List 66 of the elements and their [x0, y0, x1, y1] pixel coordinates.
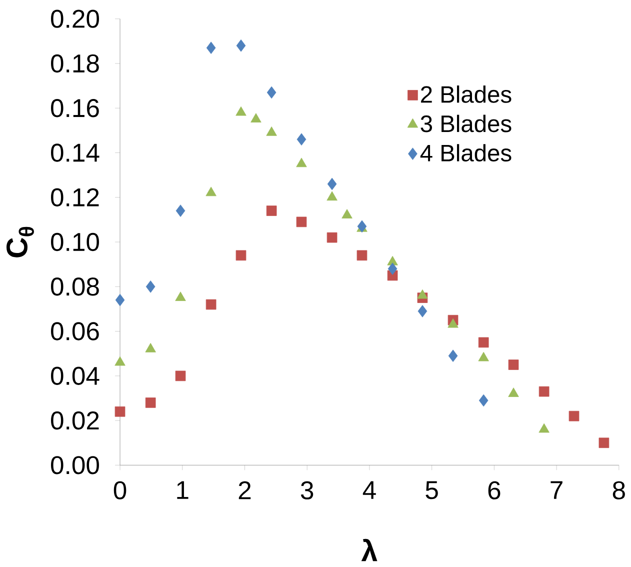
y-tick-label: 0.00	[51, 456, 99, 474]
x-tick-label: 5	[426, 481, 438, 499]
point	[342, 208, 352, 218]
point	[236, 39, 246, 52]
point	[114, 356, 126, 366]
y-tick-label: 0.20	[51, 10, 99, 28]
point	[327, 178, 337, 190]
point	[175, 291, 186, 301]
x-tick-label: 8	[612, 481, 625, 500]
point	[145, 397, 156, 408]
point	[236, 250, 246, 260]
point	[146, 280, 156, 293]
point	[508, 387, 519, 397]
y-tick-label: 0.10	[51, 232, 99, 251]
y-tick-label: 0.14	[51, 143, 100, 162]
point	[206, 299, 216, 310]
point	[356, 250, 368, 260]
point	[206, 186, 216, 196]
point	[448, 318, 458, 328]
x-tick-label: 1	[177, 481, 188, 499]
point	[115, 294, 125, 306]
x-tick-label: 6	[488, 481, 500, 500]
point	[448, 350, 458, 362]
point	[417, 289, 428, 299]
point	[478, 352, 489, 362]
legend-label: 3 Blades	[420, 114, 512, 132]
y-tick-label: 0.04	[51, 366, 100, 385]
point	[145, 342, 156, 352]
point	[418, 304, 428, 318]
point	[598, 438, 610, 448]
point	[206, 42, 216, 54]
point	[296, 133, 306, 146]
point	[388, 262, 398, 275]
legend-label: 4 Blades	[420, 144, 512, 162]
y-tick-label: 0.02	[51, 411, 99, 430]
x-tick-label: 7	[550, 481, 562, 499]
point	[568, 410, 580, 422]
point	[250, 112, 262, 122]
y-tick-label: 0.08	[51, 277, 99, 296]
point	[114, 406, 126, 417]
point	[296, 158, 307, 167]
point	[296, 216, 307, 227]
point	[175, 370, 186, 381]
point	[508, 359, 519, 370]
y-axis-title: C$_{θ}$	[6, 226, 34, 258]
point	[478, 337, 489, 348]
point	[538, 386, 550, 397]
point	[326, 232, 338, 243]
y-tick-label: 0.18	[51, 54, 99, 72]
x-tick-label: 3	[300, 481, 314, 500]
x-tick-label: 2	[238, 481, 251, 499]
point	[236, 106, 246, 116]
point	[538, 423, 550, 432]
x-tick-label: 0	[114, 481, 126, 500]
legend-label: 2 Blades	[421, 85, 512, 103]
point	[326, 191, 338, 200]
x-tick-label: 4	[362, 481, 376, 499]
point	[266, 126, 277, 136]
point	[266, 205, 277, 216]
x-axis-title: λ	[361, 538, 378, 561]
y-tick-label: 0.12	[51, 188, 99, 206]
point	[478, 394, 488, 406]
y-tick-label: 0.06	[51, 322, 99, 340]
point	[266, 86, 276, 98]
y-tick-label: 0.16	[51, 98, 99, 118]
point	[176, 204, 186, 217]
